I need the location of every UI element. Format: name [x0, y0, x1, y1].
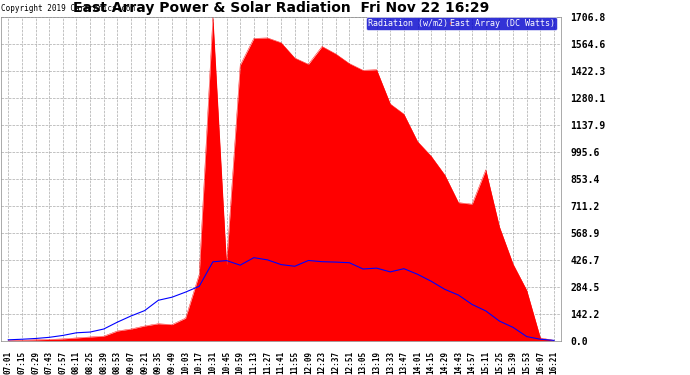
Legend: Radiation (w/m2), East Array (DC Watts): Radiation (w/m2), East Array (DC Watts) — [366, 18, 557, 30]
Text: Copyright 2019 Cartronics.com: Copyright 2019 Cartronics.com — [1, 4, 135, 13]
Title: East Array Power & Solar Radiation  Fri Nov 22 16:29: East Array Power & Solar Radiation Fri N… — [73, 2, 489, 15]
